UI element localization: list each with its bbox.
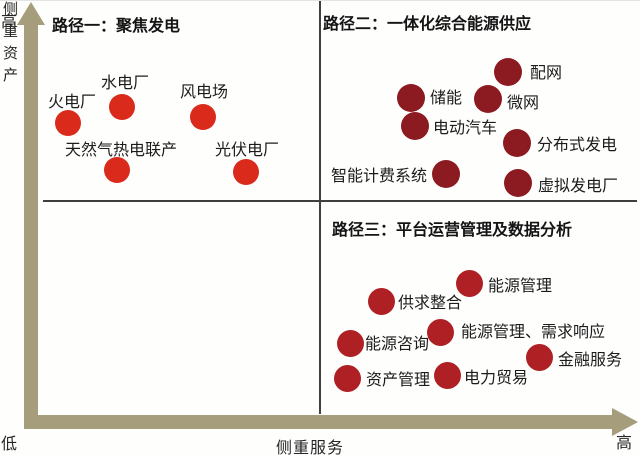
data-point-label: 能源管理、需求响应: [460, 322, 606, 341]
y-axis-line: [24, 23, 38, 429]
data-point-label: 光伏电厂: [214, 140, 280, 159]
origin-low-label: 低: [1, 434, 18, 453]
data-point-label: 分布式发电: [536, 135, 618, 154]
data-point-label: 能源管理: [487, 276, 553, 295]
quadrant-divider-horizontal: [43, 200, 637, 202]
data-point-dot: [233, 159, 259, 185]
data-point-dot: [494, 58, 522, 86]
data-point-dot: [525, 343, 553, 371]
data-point-dot: [432, 160, 460, 188]
data-point-label: 天然气热电联产: [64, 140, 178, 159]
data-point-label: 供求整合: [397, 293, 463, 312]
data-point-dot: [55, 110, 81, 136]
data-point-label: 火电厂: [47, 92, 97, 111]
data-point-label: 储能: [429, 88, 463, 107]
data-point-label: 智能计费系统: [330, 166, 428, 185]
data-point-dot: [367, 287, 395, 315]
data-point-label: 电动汽车: [432, 118, 498, 137]
data-point-dot: [109, 94, 135, 120]
data-point-dot: [397, 84, 425, 112]
quadrant-title: 路径一：聚焦发电: [52, 16, 181, 35]
data-point-label: 风电场: [179, 82, 229, 101]
quadrant-divider-vertical: [319, 1, 321, 414]
y-axis-title: 侧重资产: [1, 1, 19, 89]
data-point-dot: [504, 169, 532, 197]
data-point-dot: [333, 364, 361, 392]
y-axis-high-label: 高: [1, 12, 18, 31]
data-point-dot: [401, 112, 429, 140]
data-point-dot: [336, 329, 364, 357]
quadrant-title: 路径二：一体化综合能源供应: [323, 14, 532, 33]
data-point-label: 资产管理: [365, 370, 431, 389]
data-point-label: 水电厂: [100, 73, 150, 92]
data-point-dot: [426, 318, 454, 346]
x-axis-arrowhead-icon: [612, 408, 638, 436]
data-point-dot: [190, 104, 216, 130]
quadrant-title: 路径三：平台运营管理及数据分析: [332, 220, 573, 239]
data-point-dot: [474, 85, 502, 113]
data-point-label: 能源咨询: [364, 334, 430, 353]
x-axis-line: [24, 415, 613, 429]
data-point-label: 微网: [506, 93, 540, 112]
data-point-label: 电力贸易: [463, 368, 529, 387]
data-point-dot: [104, 157, 130, 183]
data-point-dot: [433, 361, 461, 389]
data-point-dot: [455, 269, 483, 297]
x-axis-high-label: 高: [616, 433, 633, 452]
y-axis-arrowhead-icon: [17, 2, 45, 25]
data-point-dot: [503, 129, 531, 157]
data-point-label: 虚拟发电厂: [537, 176, 619, 195]
data-point-label: 配网: [529, 63, 563, 82]
data-point-label: 金融服务: [557, 350, 623, 369]
x-axis-title: 侧重服务: [275, 438, 345, 455]
